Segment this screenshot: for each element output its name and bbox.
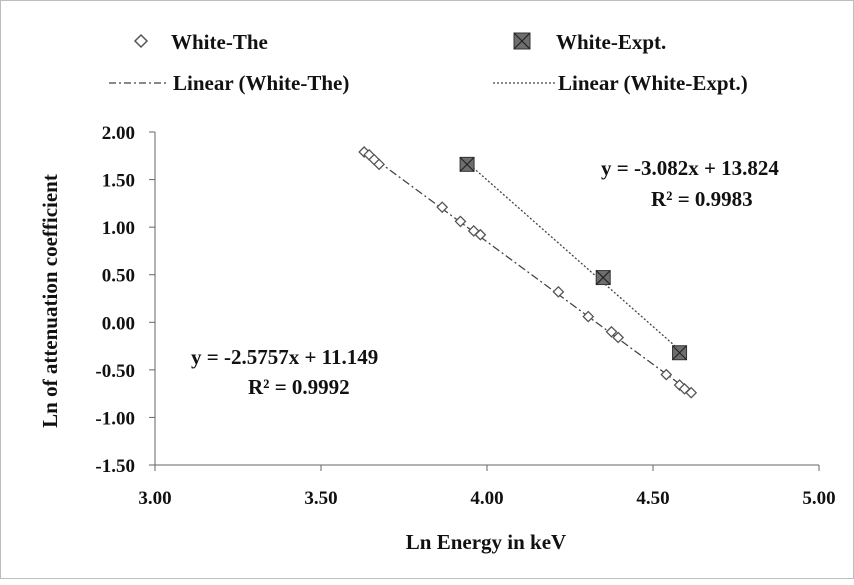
legend-label-white-the: White-The <box>171 30 268 54</box>
legend-item-linear-white-expt: Linear (White-Expt.) <box>493 71 748 95</box>
y-tick-label: 1.50 <box>102 171 135 192</box>
y-tick-label: 0.50 <box>102 266 135 287</box>
y-tick-label: 2.00 <box>102 123 135 144</box>
axes: 3.00 3.50 4.00 4.50 5.00 2.00 1.50 1.00 0.50 0.00… <box>95 123 835 509</box>
data-point-white-the <box>552 285 565 298</box>
data-point-white-the <box>660 368 673 381</box>
x-tick-label: 3.50 <box>304 488 337 509</box>
data-point-white-the <box>467 225 480 237</box>
data-point-white-the <box>474 228 487 241</box>
data-point-white-the <box>605 325 618 338</box>
data-point-white-the <box>582 310 595 323</box>
r2-white-expt: R² = 0.9983 <box>651 187 753 211</box>
legend-label-white-expt: White-Expt. <box>556 30 666 54</box>
legend-item-linear-white-the: Linear (White-The) <box>109 71 349 95</box>
y-tick-label: -0.50 <box>95 361 135 382</box>
data-point-x <box>459 156 475 172</box>
y-tick-label: 1.00 <box>102 218 135 239</box>
r2-white-the: R² = 0.9992 <box>248 375 350 399</box>
legend-marker-x-cross <box>513 32 531 50</box>
legend: White-The White-Expt. Linear (White-The)… <box>109 30 748 95</box>
x-tick-label: 4.00 <box>470 488 503 509</box>
data-point-x <box>595 270 611 285</box>
y-tick-label: 0.00 <box>102 313 135 334</box>
data-point-white-the <box>685 386 698 399</box>
data-point-white-the <box>678 382 691 395</box>
data-points <box>358 146 698 399</box>
y-tick-label: -1.00 <box>95 408 135 429</box>
legend-label-linear-white-expt: Linear (White-Expt.) <box>558 71 748 95</box>
legend-item-white-the: White-The <box>133 30 268 54</box>
x-tick-label: 3.00 <box>138 488 171 509</box>
data-point-white-expt <box>459 156 475 172</box>
x-tick-label: 4.50 <box>636 488 669 509</box>
data-point-white-the <box>436 201 449 214</box>
data-point-x <box>672 345 687 361</box>
y-axis-label: Ln of attenuation coefficient <box>38 174 62 428</box>
equation-white-expt: y = -3.082x + 13.824 <box>601 156 779 180</box>
trendline-0 <box>363 150 692 394</box>
trendline-1 <box>466 161 680 351</box>
trendlines <box>363 150 692 394</box>
data-point-white-the <box>373 158 386 171</box>
legend-marker-open-diamond <box>133 33 149 49</box>
data-point-white-expt <box>595 270 611 286</box>
legend-item-white-expt: White-Expt. <box>513 30 666 54</box>
y-tick-label: -1.50 <box>95 456 135 477</box>
x-axis-label: Ln Energy in keV <box>406 530 566 554</box>
legend-label-linear-white-the: Linear (White-The) <box>173 71 349 95</box>
x-tick-label: 5.00 <box>802 488 835 509</box>
data-point-white-the <box>612 331 625 344</box>
equation-white-the: y = -2.5757x + 11.149 <box>191 345 378 369</box>
data-point-white-expt <box>672 345 688 361</box>
data-point-white-the <box>454 215 467 228</box>
